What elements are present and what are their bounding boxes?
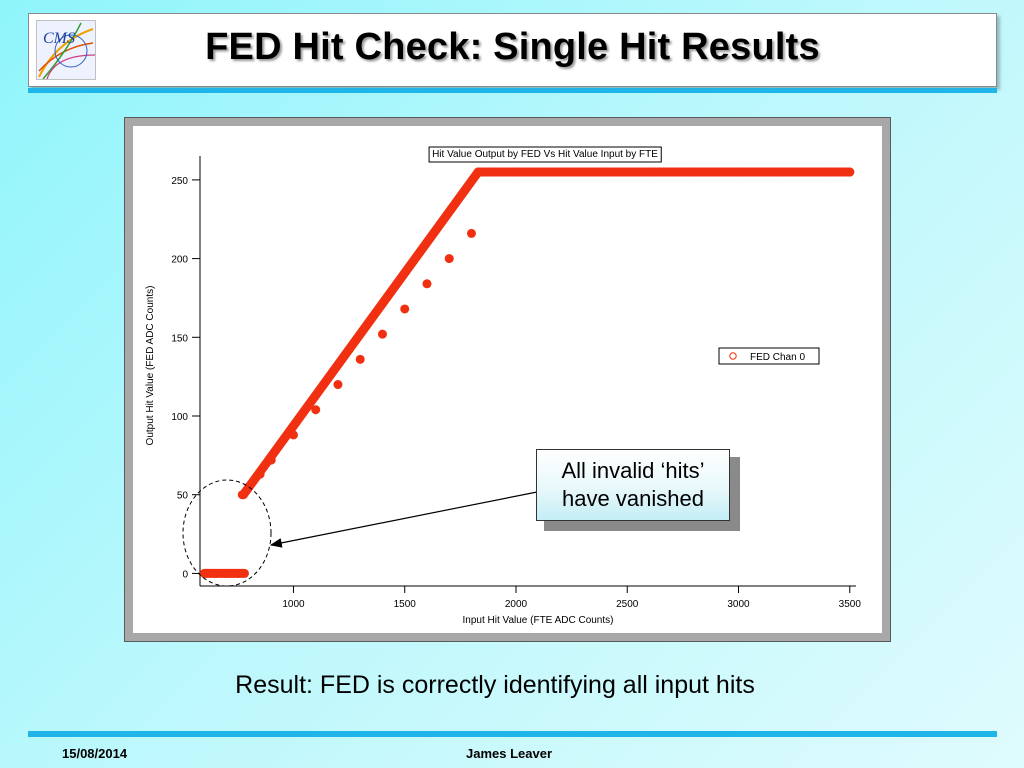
x-tick-label: 1000 [282, 599, 305, 610]
data-point [288, 430, 298, 440]
y-tick-label: 0 [182, 569, 188, 580]
result-text: Result: FED is correctly identifying all… [235, 671, 755, 699]
slide-title: FED Hit Check: Single Hit Results [205, 26, 820, 68]
data-point [489, 167, 499, 177]
data-point [422, 279, 432, 289]
data-point [255, 469, 265, 479]
data-point [444, 254, 454, 264]
data-point [355, 354, 365, 364]
data-point [237, 490, 247, 500]
footer-date: 15/08/2014 [62, 746, 128, 761]
title-bar: CMS FED Hit Check: Single Hit Results [28, 13, 997, 87]
x-tick-label: 3000 [727, 599, 750, 610]
series-segment [238, 167, 483, 500]
data-point [511, 167, 521, 177]
chart-plot-area: 0 50 100 150 200 250 1000 1500 2000 2500 3000 3500 I… [133, 126, 882, 633]
svg-text:CMS: CMS [43, 30, 75, 47]
data-point [199, 568, 209, 578]
y-tick-label: 100 [171, 412, 188, 423]
footer-divider [28, 731, 997, 737]
data-point [466, 228, 476, 238]
legend-marker [729, 352, 737, 360]
data-point [845, 167, 855, 177]
data-point [689, 167, 699, 177]
title-divider [28, 88, 997, 93]
callout-line1: All invalid ‘hits’ [561, 458, 705, 483]
data-point [473, 167, 483, 177]
highlight-ellipse [182, 479, 272, 587]
x-tick-label: 3500 [839, 599, 862, 610]
x-tick-label: 1500 [394, 599, 417, 610]
chart-title-box [428, 146, 662, 163]
data-point [734, 167, 744, 177]
data-point [333, 380, 343, 390]
callout-line2: have vanished [562, 486, 704, 511]
y-axis-label: Output Hit Value (FED ADC Counts) [145, 286, 156, 446]
data-point [222, 568, 232, 578]
data-point [778, 167, 788, 177]
data-point [311, 405, 321, 415]
data-point [400, 304, 410, 314]
legend-label: FED Chan 0 [750, 352, 805, 363]
y-tick-label: 200 [171, 255, 188, 266]
data-point [823, 167, 833, 177]
data-point [377, 329, 387, 339]
chart-title: Hit Value Output by FED Vs Hit Value Inp… [432, 149, 658, 160]
cms-logo: CMS [36, 20, 96, 80]
y-tick-label: 50 [177, 491, 189, 502]
callout-arrow [269, 491, 538, 548]
y-tick-label: 150 [171, 333, 188, 344]
callout-box: All invalid ‘hits’ have vanished [536, 449, 730, 521]
data-point [266, 455, 276, 465]
data-point [600, 167, 610, 177]
chart-frame: 0 50 100 150 200 250 1000 1500 2000 2500 3000 3500 I… [124, 117, 891, 642]
y-tick-label: 250 [171, 176, 188, 187]
chart: 0 50 100 150 200 250 1000 1500 2000 2500 3000 3500 I… [145, 146, 862, 626]
x-tick-label: 2500 [616, 599, 639, 610]
x-axis-label: Input Hit Value (FTE ADC Counts) [463, 615, 614, 626]
legend-box [718, 347, 820, 365]
footer-author: James Leaver [466, 746, 553, 761]
data-point [645, 167, 655, 177]
data-point [244, 482, 254, 492]
data-point [233, 568, 243, 578]
x-tick-label: 2000 [505, 599, 528, 610]
data-point [211, 568, 221, 578]
data-point [555, 167, 565, 177]
